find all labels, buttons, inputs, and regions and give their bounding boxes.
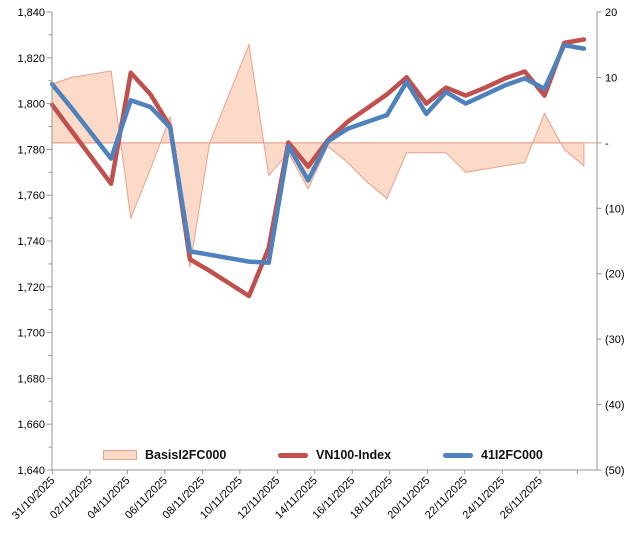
left-axis-tick-label: 1,840	[17, 7, 45, 19]
legend-label-vn100: VN100-Index	[316, 448, 392, 462]
left-axis-tick-label: 1,680	[17, 373, 45, 385]
legend: BasisI2FC000 VN100-Index 41I2FC000	[0, 446, 639, 464]
right-axis-tick-label: -	[605, 138, 609, 150]
left-axis-tick-label: 1,640	[17, 465, 45, 477]
left-axis-tick-label: 1,720	[17, 282, 45, 294]
left-axis-tick-label: 1,700	[17, 328, 45, 340]
left-axis-tick-label: 1,740	[17, 236, 45, 248]
vn100-line-swatch	[278, 452, 308, 458]
basis-area-swatch	[103, 450, 137, 460]
legend-item-futures: 41I2FC000	[443, 446, 543, 464]
legend-label-futures: 41I2FC000	[481, 448, 543, 462]
left-axis-tick-label: 1,780	[17, 144, 45, 156]
right-axis-tick-label: 20	[605, 7, 617, 19]
left-axis-tick-label: 1,800	[17, 99, 45, 111]
futures-line-swatch	[443, 452, 473, 458]
left-axis-tick-label: 1,660	[17, 419, 45, 431]
legend-item-vn100: VN100-Index	[278, 446, 391, 464]
legend-label-basis: BasisI2FC000	[145, 448, 227, 462]
legend-item-basis: BasisI2FC000	[103, 446, 226, 464]
left-axis-tick-label: 1,760	[17, 190, 45, 202]
right-axis-tick-label: (10)	[605, 203, 625, 215]
right-axis-tick-label: 10	[605, 72, 617, 84]
right-axis-tick-label: (40)	[605, 400, 625, 412]
left-axis-tick-label: 1,820	[17, 53, 45, 65]
vn100-index-line	[49, 37, 587, 299]
right-axis-tick-label: (20)	[605, 269, 625, 281]
futures-41i2fc000-line	[49, 42, 587, 266]
right-axis-tick-label: (50)	[605, 465, 625, 477]
right-axis-tick-label: (30)	[605, 334, 625, 346]
